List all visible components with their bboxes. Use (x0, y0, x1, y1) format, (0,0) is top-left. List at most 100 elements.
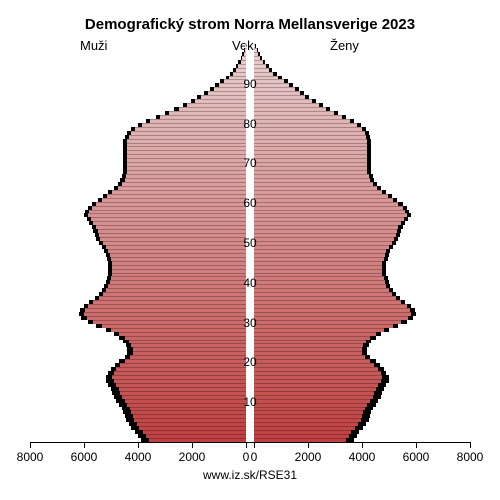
pyramid-bar-women (254, 375, 470, 379)
pyramid-bar-women (254, 308, 470, 312)
pyramid-bar-men (30, 99, 246, 103)
pyramid-bar-women (254, 91, 470, 95)
pyramid-bar-women (254, 225, 470, 229)
pyramid-bar-women (254, 79, 470, 83)
pyramid-bar-men (30, 308, 246, 312)
pyramid-bar-men (30, 48, 246, 52)
y-tick-label: 30 (240, 316, 260, 330)
pyramid-bar-women (254, 68, 470, 72)
pyramid-bar-women (254, 426, 470, 430)
pyramid-bar-women (254, 190, 470, 194)
pyramid-bar-women (254, 182, 470, 186)
x-tick (246, 442, 247, 448)
pyramid-bar-women (254, 336, 470, 340)
pyramid-bar-men (30, 123, 246, 127)
pyramid-bar-men (30, 359, 246, 363)
x-tick (470, 442, 471, 448)
pyramid-bar-women (254, 178, 470, 182)
pyramid-bar-women (254, 202, 470, 206)
pyramid-bar-men (30, 52, 246, 56)
pyramid-bar-women (254, 158, 470, 162)
pyramid-bar-women (254, 288, 470, 292)
pyramid-bar-men (30, 257, 246, 261)
x-tick-label: 2000 (172, 450, 212, 464)
pyramid-bar-men (30, 107, 246, 111)
pyramid-bar-men (30, 182, 246, 186)
x-tick-label: 4000 (342, 450, 382, 464)
pyramid-bar-women (254, 229, 470, 233)
pyramid-bar-men (30, 269, 246, 273)
pyramid-bar-men (30, 422, 246, 426)
source-url: www.iz.sk/RSE31 (0, 468, 500, 482)
pyramid-bar-women (254, 300, 470, 304)
pyramid-bar-women (254, 371, 470, 375)
pyramid-bar-women (254, 198, 470, 202)
pyramid-bar-women (254, 44, 470, 48)
pyramid-bar-men (30, 127, 246, 131)
pyramid-bar-women (254, 213, 470, 217)
pyramid-bar-men (30, 217, 246, 221)
pyramid-bar-men (30, 371, 246, 375)
pyramid-bar-women (254, 111, 470, 115)
x-tick-label: 4000 (118, 450, 158, 464)
pyramid-bar-women (254, 154, 470, 158)
pyramid-bar-men (30, 115, 246, 119)
pyramid-bar-men (30, 375, 246, 379)
pyramid-bar-men (30, 363, 246, 367)
pyramid-bar-men (30, 64, 246, 68)
pyramid-bar-men (30, 399, 246, 403)
pyramid-bar-women (254, 383, 470, 387)
pyramid-bar-men (30, 304, 246, 308)
pyramid-bar-women (254, 410, 470, 414)
pyramid-bar-women (254, 351, 470, 355)
pyramid-bar-women (254, 407, 470, 411)
y-tick-label: 90 (240, 77, 260, 91)
pyramid-bar-women (254, 269, 470, 273)
pyramid-bar-men (30, 170, 246, 174)
pyramid-bar-men (30, 135, 246, 139)
pyramid-bar-women (254, 64, 470, 68)
x-tick (30, 442, 31, 448)
pyramid-bar-women (254, 347, 470, 351)
y-tick-label: 50 (240, 236, 260, 250)
pyramid-bar-men (30, 206, 246, 210)
pyramid-bar-men (30, 131, 246, 135)
pyramid-bar-women (254, 56, 470, 60)
x-tick (308, 442, 309, 448)
pyramid-bar-women (254, 422, 470, 426)
pyramid-bar-men (30, 418, 246, 422)
pyramid-bar-men (30, 395, 246, 399)
pyramid-bar-women (254, 332, 470, 336)
pyramid-bar-men (30, 174, 246, 178)
pyramid-bar-men (30, 146, 246, 150)
chart-title: Demografický strom Norra Mellansverige 2… (0, 16, 500, 33)
pyramid-bar-men (30, 198, 246, 202)
y-tick-label: 60 (240, 196, 260, 210)
pyramid-bar-women (254, 316, 470, 320)
pyramid-bar-women (254, 257, 470, 261)
pyramid-bar-women (254, 324, 470, 328)
pyramid-bar-women (254, 166, 470, 170)
pyramid-bar-women (254, 237, 470, 241)
pyramid-bar-women (254, 143, 470, 147)
pyramid-bar-men (30, 410, 246, 414)
pyramid-bar-men (30, 213, 246, 217)
pyramid-bar-women (254, 261, 470, 265)
pyramid-bar-women (254, 95, 470, 99)
y-tick-label: 10 (240, 395, 260, 409)
pyramid-bar-women (254, 328, 470, 332)
pyramid-bar-men (30, 391, 246, 395)
pyramid-bar-men (30, 194, 246, 198)
pyramid-bar-women (254, 76, 470, 80)
pyramid-bar-men (30, 143, 246, 147)
x-tick (84, 442, 85, 448)
pyramid-bar-women (254, 273, 470, 277)
pyramid-bar-men (30, 320, 246, 324)
pyramid-bar-women (254, 284, 470, 288)
pyramid-bar-men (30, 379, 246, 383)
pyramid-bar-men (30, 76, 246, 80)
pyramid-bar-men (30, 276, 246, 280)
pyramid-bar-men (30, 336, 246, 340)
x-tick-label: 6000 (64, 450, 104, 464)
pyramid-bar-women (254, 312, 470, 316)
